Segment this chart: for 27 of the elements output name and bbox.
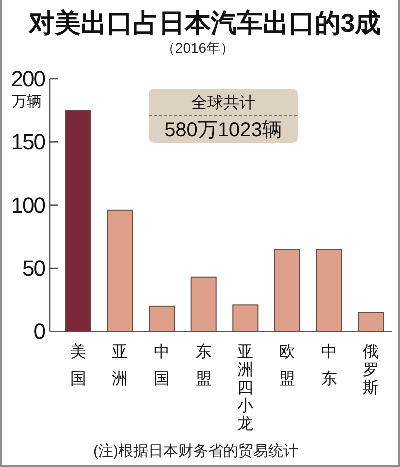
x-tick-label: 俄罗斯 bbox=[363, 344, 380, 397]
x-tick-label: 中东 bbox=[321, 343, 338, 388]
annotation: 全球共计 bbox=[192, 94, 256, 112]
chart-subtitle: （2016年） bbox=[161, 40, 235, 56]
text: (注)根据日本财务省的贸易统计 bbox=[94, 443, 298, 460]
y-tick-label: 0 bbox=[34, 319, 46, 344]
bar bbox=[149, 306, 176, 332]
bar bbox=[274, 249, 300, 332]
annotation: 580万1023辆 bbox=[164, 120, 282, 142]
y-axis-title: 万辆 bbox=[12, 94, 42, 110]
bar bbox=[316, 249, 342, 332]
chart-title: 对美出口占日本汽车出口的3成 bbox=[28, 8, 382, 38]
x-tick-label: 亚洲 bbox=[112, 344, 128, 388]
y-tick-label: 150 bbox=[11, 130, 46, 155]
bar bbox=[65, 110, 92, 332]
bar bbox=[107, 210, 134, 332]
x-tick-label: 亚洲四小龙 bbox=[238, 344, 254, 433]
y-tick-label: 200 bbox=[11, 66, 46, 92]
x-tick-label: 中国 bbox=[154, 343, 170, 388]
x-tick-label: 东盟 bbox=[196, 343, 212, 388]
bar bbox=[232, 304, 259, 332]
x-tick-label: 美国 bbox=[70, 343, 86, 388]
y-tick-label: 50 bbox=[22, 256, 46, 282]
bar bbox=[358, 312, 384, 332]
bar bbox=[190, 276, 217, 332]
y-tick-label: 100 bbox=[11, 192, 46, 218]
x-tick-label: 欧盟 bbox=[279, 344, 296, 388]
